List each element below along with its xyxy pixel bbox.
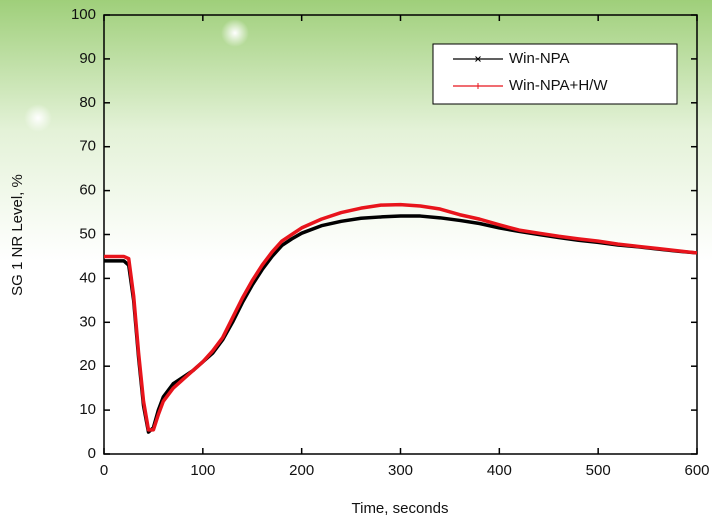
y-tick-label: 70: [79, 138, 96, 155]
legend-label: Win-NPA: [509, 50, 570, 67]
sparkle: [221, 19, 249, 47]
y-axis-label: SG 1 NR Level, %: [9, 174, 26, 296]
x-tick-label: 300: [388, 462, 413, 479]
legend-label: Win-NPA+H/W: [509, 77, 608, 94]
y-tick-label: 50: [79, 225, 96, 242]
data-line: [104, 202, 698, 432]
x-tick-label: 500: [586, 462, 611, 479]
y-tick-label: 60: [79, 182, 96, 199]
y-tick-label: 30: [79, 313, 96, 330]
y-tick-label: 10: [79, 401, 96, 418]
sparkle: [24, 104, 52, 132]
legend-marker: [475, 83, 481, 89]
x-tick-label: 600: [684, 462, 709, 479]
x-tick-label: 400: [487, 462, 512, 479]
y-tick-label: 40: [79, 269, 96, 286]
x-tick-label: 0: [100, 462, 108, 479]
y-tick-label: 90: [79, 50, 96, 67]
y-tick-label: 80: [79, 94, 96, 111]
x-tick-label: 100: [190, 462, 215, 479]
legend-box: [432, 43, 678, 105]
x-tick-label: 200: [289, 462, 314, 479]
y-tick-label: 100: [71, 6, 96, 23]
y-tick-label: 0: [88, 445, 96, 462]
y-tick-label: 20: [79, 357, 96, 374]
x-axis-label: Time, seconds: [352, 500, 449, 517]
legend-marker: [475, 56, 481, 62]
